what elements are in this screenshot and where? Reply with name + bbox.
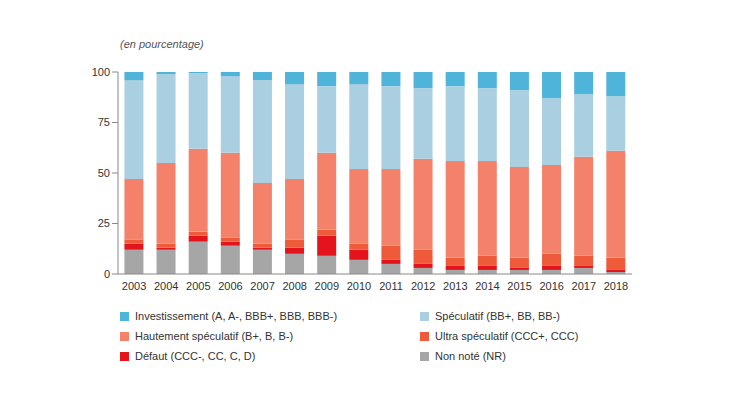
html-text:Hautement spéculatif (B+, B, B: Hautement spéculatif (B+, B, B-): [135, 330, 293, 342]
html-text:Investissement (A, A-, BBB+, B: Investissement (A, A-, BBB+, BBB, BBB-): [135, 310, 337, 322]
html-text:Ultra spéculatif (CCC+, CCC): Ultra spéculatif (CCC+, CCC): [435, 330, 579, 342]
svg-text:2012: 2012: [411, 280, 435, 292]
svg-text:2007: 2007: [250, 280, 274, 292]
svg-text:50: 50: [98, 167, 110, 179]
html-text:Défaut (CCC-, CC, C, D): Défaut (CCC-, CC, C, D): [135, 350, 256, 362]
svg-text:2018: 2018: [604, 280, 628, 292]
svg-text:2010: 2010: [347, 280, 371, 292]
svg-text:2011: 2011: [379, 280, 403, 292]
svg-text:2017: 2017: [572, 280, 596, 292]
html-text:Non noté (NR): Non noté (NR): [435, 350, 506, 362]
svg-text:2014: 2014: [475, 280, 499, 292]
html-text:(en pourcentage): (en pourcentage): [120, 38, 204, 50]
svg-text:0: 0: [104, 268, 110, 280]
svg-text:25: 25: [98, 217, 110, 229]
svg-text:2009: 2009: [315, 280, 339, 292]
svg-text:2015: 2015: [507, 280, 531, 292]
svg-text:2005: 2005: [186, 280, 210, 292]
svg-text:100: 100: [92, 66, 110, 78]
svg-text:75: 75: [98, 116, 110, 128]
svg-text:2013: 2013: [443, 280, 467, 292]
svg-text:2006: 2006: [218, 280, 242, 292]
html-text:Spéculatif (BB+, BB, BB-): Spéculatif (BB+, BB, BB-): [435, 310, 560, 322]
svg-text:2016: 2016: [539, 280, 563, 292]
svg-text:2004: 2004: [154, 280, 178, 292]
svg-text:2003: 2003: [122, 280, 146, 292]
svg-text:2008: 2008: [282, 280, 306, 292]
